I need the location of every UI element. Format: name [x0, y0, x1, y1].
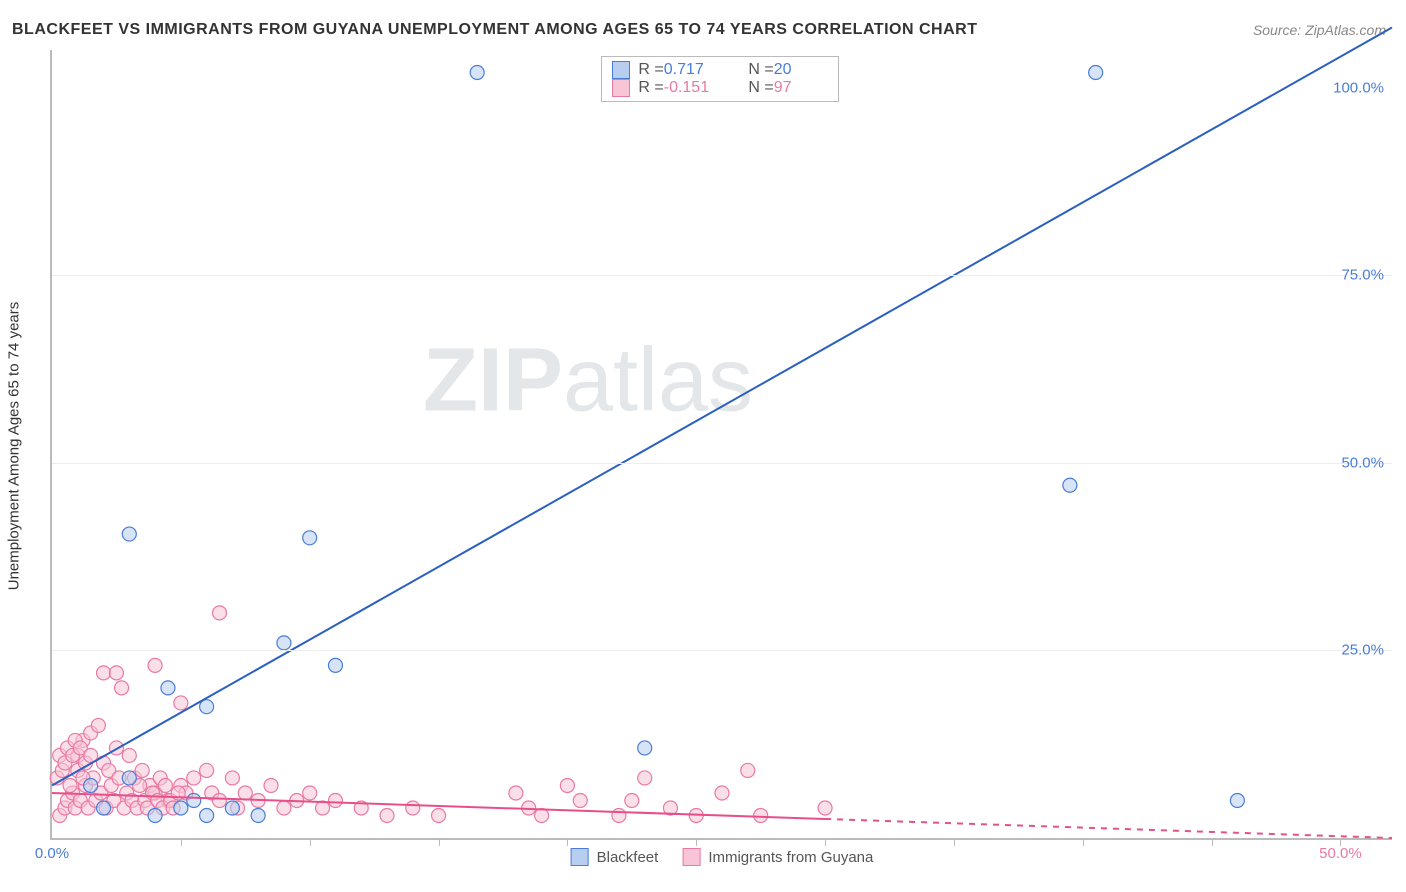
scatter-point	[328, 658, 342, 672]
scatter-point	[213, 606, 227, 620]
scatter-point	[122, 748, 136, 762]
legend-item: Immigrants from Guyana	[682, 848, 873, 866]
plot-svg	[52, 50, 1392, 838]
legend-swatch	[682, 848, 700, 866]
scatter-point	[109, 666, 123, 680]
x-tick-mark	[954, 838, 955, 846]
plot-area: ZIPatlas R = 0.717N = 20R = -0.151N = 97…	[50, 50, 1392, 840]
scatter-point	[135, 763, 149, 777]
scatter-point	[754, 808, 768, 822]
y-tick-label: 100.0%	[1333, 79, 1384, 96]
legend-item: Blackfeet	[571, 848, 659, 866]
scatter-point	[97, 801, 111, 815]
scatter-point	[612, 808, 626, 822]
legend-swatch	[612, 79, 630, 97]
scatter-point	[715, 786, 729, 800]
rn-legend-row: R = 0.717 N = 20	[612, 61, 828, 79]
scatter-point	[380, 808, 394, 822]
trend-line	[825, 819, 1392, 838]
scatter-point	[432, 808, 446, 822]
scatter-point	[328, 793, 342, 807]
gridline	[52, 275, 1392, 276]
scatter-point	[1063, 478, 1077, 492]
n-label: N =	[748, 61, 773, 79]
bottom-legend: Blackfeet Immigrants from Guyana	[571, 848, 874, 866]
scatter-point	[187, 793, 201, 807]
scatter-point	[818, 801, 832, 815]
legend-swatch	[612, 61, 630, 79]
n-value: 20	[774, 61, 792, 79]
scatter-point	[63, 778, 77, 792]
legend-swatch	[571, 848, 589, 866]
rn-legend-row: R = -0.151 N = 97	[612, 79, 828, 97]
scatter-point	[303, 531, 317, 545]
chart-title: BLACKFEET VS IMMIGRANTS FROM GUYANA UNEM…	[12, 21, 977, 39]
scatter-point	[225, 771, 239, 785]
scatter-point	[741, 763, 755, 777]
scatter-point	[148, 808, 162, 822]
y-tick-label: 50.0%	[1341, 454, 1384, 471]
x-tick-mark	[567, 838, 568, 846]
scatter-point	[573, 793, 587, 807]
x-tick-mark	[439, 838, 440, 846]
scatter-point	[115, 681, 129, 695]
scatter-point	[638, 741, 652, 755]
scatter-point	[148, 658, 162, 672]
scatter-point	[225, 801, 239, 815]
scatter-point	[277, 801, 291, 815]
gridline	[52, 463, 1392, 464]
scatter-point	[122, 771, 136, 785]
n-value: 97	[774, 79, 792, 97]
x-tick-mark	[696, 838, 697, 846]
scatter-point	[470, 66, 484, 80]
scatter-point	[187, 771, 201, 785]
source-label: Source: ZipAtlas.com	[1253, 22, 1386, 38]
scatter-point	[200, 808, 214, 822]
scatter-point	[1089, 66, 1103, 80]
y-tick-label: 25.0%	[1341, 642, 1384, 659]
scatter-point	[122, 527, 136, 541]
scatter-point	[251, 808, 265, 822]
legend-label: Immigrants from Guyana	[708, 849, 873, 866]
r-label: R =	[638, 61, 663, 79]
r-value: 0.717	[664, 61, 704, 79]
legend-label: Blackfeet	[597, 849, 659, 866]
rn-legend: R = 0.717 N = 20 R = -0.151 N = 97	[601, 56, 839, 102]
r-label: R =	[638, 79, 663, 97]
gridline	[52, 650, 1392, 651]
scatter-point	[264, 778, 278, 792]
scatter-point	[84, 778, 98, 792]
x-tick-mark	[1212, 838, 1213, 846]
scatter-point	[200, 763, 214, 777]
scatter-point	[509, 786, 523, 800]
x-tick-mark	[1083, 838, 1084, 846]
scatter-point	[406, 801, 420, 815]
x-tick-label: 0.0%	[35, 845, 69, 862]
trend-line	[52, 27, 1392, 785]
scatter-point	[638, 771, 652, 785]
scatter-point	[161, 681, 175, 695]
x-tick-label: 50.0%	[1319, 845, 1362, 862]
scatter-point	[158, 778, 172, 792]
scatter-point	[238, 786, 252, 800]
r-value: -0.151	[664, 79, 709, 97]
scatter-point	[213, 793, 227, 807]
x-tick-mark	[825, 838, 826, 846]
scatter-point	[174, 696, 188, 710]
scatter-point	[174, 801, 188, 815]
scatter-point	[277, 636, 291, 650]
scatter-point	[560, 778, 574, 792]
x-tick-mark	[310, 838, 311, 846]
n-label: N =	[748, 79, 773, 97]
scatter-point	[625, 793, 639, 807]
scatter-point	[1230, 793, 1244, 807]
scatter-point	[303, 786, 317, 800]
scatter-point	[91, 718, 105, 732]
scatter-point	[97, 666, 111, 680]
y-axis-label: Unemployment Among Ages 65 to 74 years	[6, 302, 23, 591]
y-tick-label: 75.0%	[1341, 267, 1384, 284]
x-tick-mark	[181, 838, 182, 846]
